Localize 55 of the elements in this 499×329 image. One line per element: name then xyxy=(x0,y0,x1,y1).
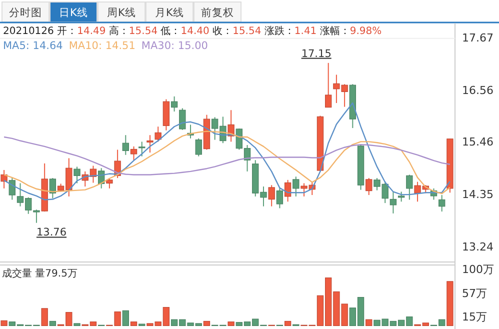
annotation: 17.15 xyxy=(301,48,332,60)
candlestick xyxy=(268,184,275,207)
text: MA5: 14.64 xyxy=(3,40,64,52)
bar xyxy=(130,322,138,326)
bar xyxy=(203,320,210,326)
candlestick xyxy=(8,178,16,200)
y-tick-label: 14.35 xyxy=(462,188,494,202)
candlestick xyxy=(325,62,332,108)
candlestick xyxy=(292,176,300,197)
candlestick xyxy=(146,134,154,154)
candlestick xyxy=(130,146,138,161)
text: 前复权 xyxy=(201,6,234,19)
y-tick-label: 15.46 xyxy=(462,136,494,149)
candlestick xyxy=(390,191,397,214)
y-tick-label: 17.67 xyxy=(462,31,494,44)
annotation: 13.76 xyxy=(36,226,67,239)
bar xyxy=(0,320,8,326)
candlestick xyxy=(138,141,146,157)
candlestick xyxy=(438,194,446,212)
bar xyxy=(366,319,372,326)
line-series xyxy=(3,136,451,176)
text: 20210126 开：14.49 高：15.54 低：14.40 收：15.54 涨跌：1.41 涨幅：9.98% xyxy=(3,26,382,37)
y-tick-label: 100万 xyxy=(462,263,494,276)
candlestick xyxy=(366,178,372,196)
candlestick xyxy=(284,179,292,202)
bar xyxy=(446,281,454,326)
bar xyxy=(74,323,80,326)
y-tick-label: 15万 xyxy=(462,310,487,324)
text: 月K线 xyxy=(155,6,184,19)
candlestick xyxy=(195,138,202,157)
candlestick xyxy=(276,188,284,209)
candlestick xyxy=(398,191,405,202)
bar xyxy=(284,320,292,326)
bar xyxy=(49,320,56,326)
candlestick xyxy=(74,166,80,184)
text: 周K线 xyxy=(107,6,136,19)
candlestick xyxy=(33,209,40,224)
bar xyxy=(122,310,129,326)
candlestick xyxy=(49,178,56,199)
text: MA30: 15.00 xyxy=(141,40,208,52)
y-tick-label: 13.24 xyxy=(462,240,494,254)
candlestick xyxy=(122,134,129,156)
y-tick-label: 57万 xyxy=(462,286,487,300)
candlestick xyxy=(154,126,162,142)
candlestick xyxy=(179,108,186,130)
text: 分时图 xyxy=(9,6,42,19)
text: 日K线 xyxy=(59,6,88,19)
candlestick xyxy=(170,96,178,112)
text: MA10: 14.51 xyxy=(68,40,136,52)
bar xyxy=(41,308,48,326)
candlestick xyxy=(106,178,113,189)
chart-title: 成交量 量79.5万 xyxy=(2,268,78,280)
bar xyxy=(228,322,234,326)
y-tick-label: 16.56 xyxy=(462,84,494,97)
candlestick xyxy=(406,174,413,200)
